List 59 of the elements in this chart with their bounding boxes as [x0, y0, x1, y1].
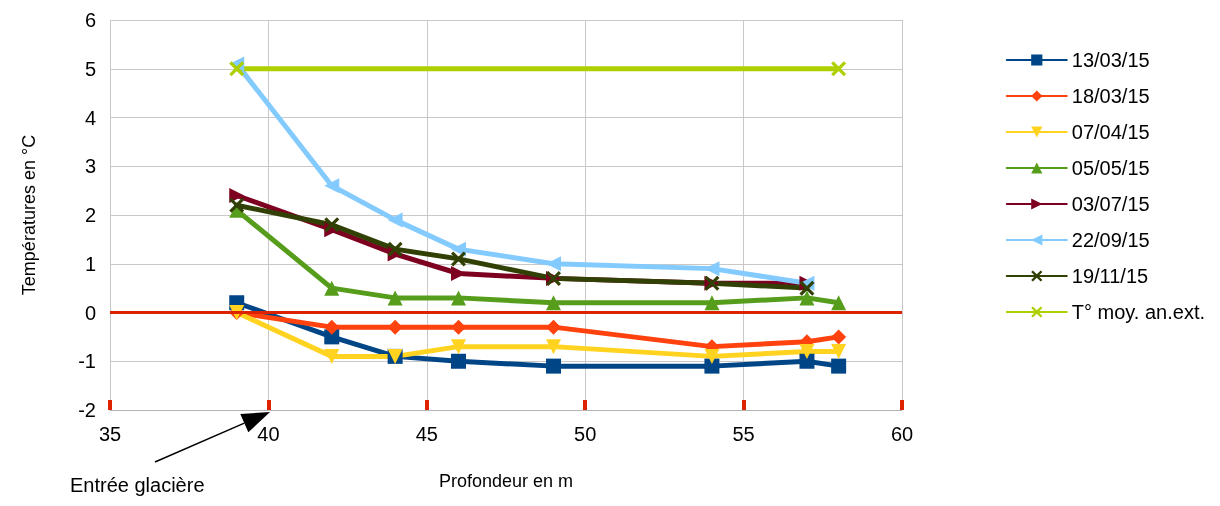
point [387, 241, 403, 257]
y-tick-label: -2 [78, 399, 96, 421]
point [546, 358, 562, 374]
point [450, 339, 466, 355]
point [831, 295, 847, 311]
point [831, 344, 847, 359]
point [546, 339, 562, 355]
y-tick-label: 5 [84, 57, 96, 80]
point [229, 61, 245, 77]
point [450, 241, 466, 257]
point [799, 280, 815, 296]
legend-label: 19/11/15 [1071, 265, 1149, 287]
x-tick-label: 35 [98, 423, 122, 445]
point [831, 358, 847, 374]
point [387, 212, 403, 228]
legend-label: 03/07/15 [1071, 193, 1150, 215]
point [324, 217, 340, 233]
text: Entrée glacière [70, 474, 205, 497]
point [546, 319, 562, 335]
legend-label: 18/03/15 [1071, 85, 1150, 107]
point [546, 295, 562, 311]
point [831, 329, 847, 345]
point [229, 197, 245, 213]
point [324, 280, 340, 296]
x-tick-label: 60 [890, 423, 914, 445]
x-tick-label: 45 [415, 423, 438, 445]
point [799, 344, 815, 359]
x-tick-label: 55 [732, 423, 755, 445]
y-tick-label: 3 [84, 155, 96, 178]
y-tick-label: 1 [84, 252, 96, 275]
y-axis-title: Températures en °C [19, 134, 39, 296]
y-tick-label: 6 [84, 9, 96, 31]
point [704, 295, 720, 311]
legend-label: 07/04/15 [1071, 121, 1150, 143]
point [324, 348, 340, 364]
y-tick-label: -1 [78, 350, 96, 373]
point [450, 251, 466, 267]
x-tick-label: 50 [574, 423, 597, 445]
x-axis-title: Profondeur en m [438, 471, 574, 491]
point [387, 290, 403, 306]
legend-label: 05/05/15 [1071, 157, 1150, 179]
point [704, 358, 720, 374]
point [387, 319, 403, 335]
point [799, 290, 815, 306]
y-tick-label: 2 [84, 204, 96, 226]
y-tick-label: 0 [84, 301, 96, 324]
legend-label: 22/09/15 [1071, 229, 1150, 251]
point [450, 290, 466, 306]
legend-label: T° moy. an.ext. [1071, 301, 1206, 323]
point [704, 348, 720, 364]
point [229, 188, 245, 203]
point [324, 178, 340, 194]
legend-label: 13/03/15 [1071, 49, 1150, 71]
point [831, 61, 847, 77]
x-tick-label: 40 [257, 423, 280, 445]
y-tick-label: 4 [84, 106, 96, 129]
point [324, 319, 340, 335]
point [799, 353, 815, 369]
point [450, 353, 466, 369]
